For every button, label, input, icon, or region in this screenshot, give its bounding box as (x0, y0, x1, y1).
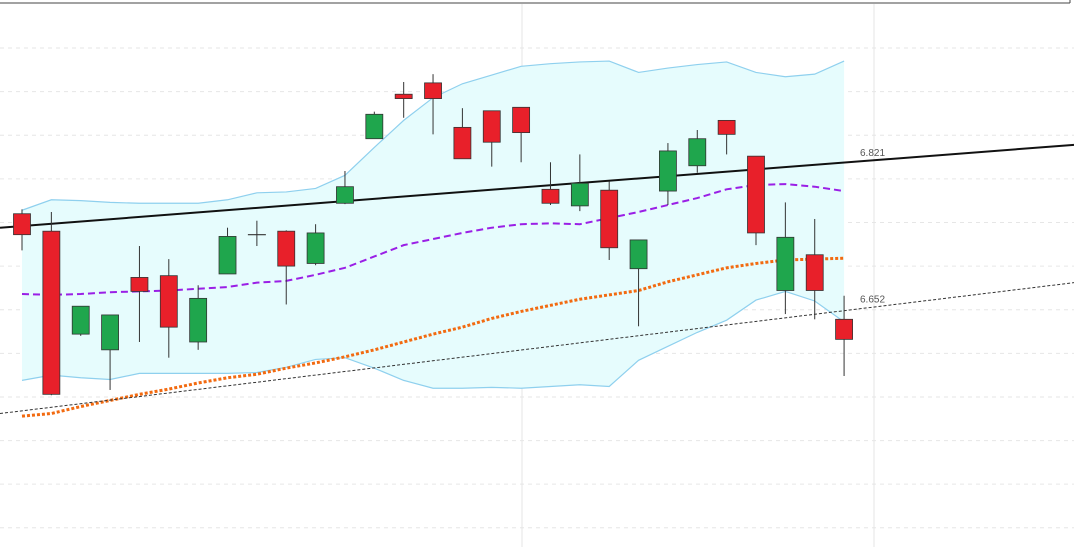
candle-body (717, 119, 736, 135)
candle-body (189, 297, 208, 343)
candle-body (776, 236, 795, 291)
candle-body (835, 318, 853, 340)
trendline (0, 282, 1074, 415)
candle-body (394, 93, 413, 99)
candle-body (512, 106, 531, 134)
candle-body (336, 186, 354, 204)
candle-body (629, 239, 648, 270)
trendline (0, 143, 1074, 229)
candle-body (747, 155, 765, 234)
candle-body (101, 314, 119, 351)
candle-body (159, 275, 178, 328)
candle-body (71, 305, 90, 335)
candle-body (805, 254, 824, 291)
candle-body (482, 110, 501, 143)
candle-body (453, 126, 472, 160)
band-lower (21, 290, 845, 389)
candle-body (218, 236, 237, 275)
candle-body (42, 230, 61, 395)
candle-body (424, 82, 442, 99)
candle-body (600, 189, 619, 249)
candle-body (277, 230, 296, 267)
candle-body (688, 138, 707, 167)
candle-body (541, 188, 560, 204)
candle-body (306, 232, 325, 264)
trendline-label: 6.652 (860, 295, 885, 306)
candle-body (570, 182, 589, 207)
candle-body (13, 213, 31, 236)
candle-body (659, 150, 677, 192)
candle-body (130, 277, 149, 292)
trendline-label: 6.821 (860, 148, 885, 159)
moving-average (21, 183, 845, 296)
candle-body (365, 113, 384, 140)
moving-average (21, 256, 845, 418)
